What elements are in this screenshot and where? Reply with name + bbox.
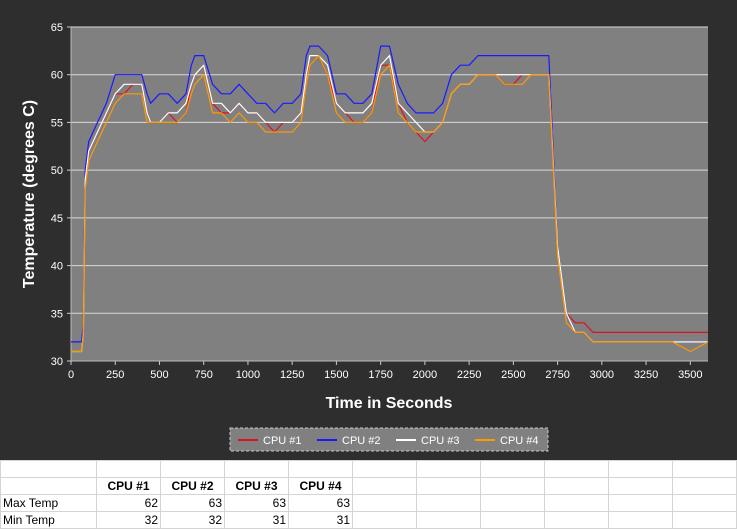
y-axis-label: Temperature (degrees C) (21, 100, 38, 288)
y-tick-label: 55 (51, 117, 63, 129)
x-tick-label: 2000 (413, 369, 437, 381)
x-tick-label: 2250 (457, 369, 481, 381)
min-cpu4[interactable]: 31 (288, 511, 353, 529)
legend-box (229, 427, 549, 452)
legend-entry: CPU #1 (263, 435, 302, 447)
header-cpu2[interactable]: CPU #2 (160, 477, 225, 495)
legend-entry: CPU #4 (500, 435, 539, 447)
x-tick-label: 2750 (545, 369, 569, 381)
x-tick-label: 3500 (678, 369, 702, 381)
series-line-cpu2 (71, 45, 708, 343)
legend-entry: CPU #2 (342, 435, 381, 447)
plot-area (71, 27, 708, 361)
y-tick-label: 30 (51, 356, 63, 368)
max-cpu3[interactable]: 63 (224, 494, 289, 512)
min-cpu2[interactable]: 32 (160, 511, 225, 529)
header-cpu1[interactable]: CPU #1 (96, 477, 161, 495)
y-tick-label: 35 (51, 308, 63, 320)
y-axis-ticks: 30 35 40 45 50 55 60 65 (51, 22, 71, 368)
data-table: CPU #1 CPU #2 CPU #3 CPU #4 Max Temp 62 … (0, 460, 737, 529)
row-label-min[interactable]: Min Temp (0, 511, 97, 529)
gridlines (71, 26, 708, 314)
legend: CPU #1 CPU #2 CPU #3 CPU #4 (229, 427, 549, 452)
y-tick-label: 60 (51, 70, 63, 82)
x-tick-label: 1250 (280, 369, 304, 381)
min-cpu3[interactable]: 31 (224, 511, 289, 529)
x-tick-label: 250 (106, 369, 124, 381)
max-cpu4[interactable]: 63 (288, 494, 353, 512)
series-line-cpu4 (71, 54, 709, 353)
y-tick-label: 50 (51, 165, 63, 177)
x-tick-label: 3250 (634, 369, 658, 381)
x-tick-label: 0 (68, 369, 74, 381)
y-tick-label: 65 (51, 22, 63, 34)
table-row: Min Temp 32 32 31 31 (0, 511, 737, 529)
x-axis-ticks: 0 250 500 750 1000 1250 1500 1750 2000 2250 2500 27… (68, 27, 708, 381)
x-tick-label: 1000 (236, 369, 260, 381)
max-cpu1[interactable]: 62 (96, 494, 161, 512)
x-axis-label: Time in Seconds (326, 395, 453, 412)
y-tick-label: 45 (51, 213, 63, 225)
table-corner-cell[interactable] (0, 477, 97, 495)
max-cpu2[interactable]: 63 (160, 494, 225, 512)
x-tick-label: 2500 (501, 369, 525, 381)
header-cpu4[interactable]: CPU #4 (288, 477, 353, 495)
row-label-max[interactable]: Max Temp (0, 494, 97, 512)
table-blank-row (0, 460, 737, 478)
min-cpu1[interactable]: 32 (96, 511, 161, 529)
x-tick-label: 1500 (324, 369, 348, 381)
x-tick-label: 3000 (590, 369, 614, 381)
table-row: Max Temp 62 63 63 63 (0, 494, 737, 512)
series-lines (71, 45, 709, 353)
table-header-row: CPU #1 CPU #2 CPU #3 CPU #4 (0, 477, 737, 495)
temperature-chart: 30 35 40 45 50 55 60 65 0 250 500 750 1000 1250 1500 1… (21, 22, 709, 452)
header-cpu3[interactable]: CPU #3 (224, 477, 289, 495)
x-tick-label: 500 (150, 369, 168, 381)
x-tick-label: 1750 (368, 369, 392, 381)
x-tick-label: 750 (195, 369, 213, 381)
legend-entry: CPU #3 (421, 435, 460, 447)
y-tick-label: 40 (51, 261, 63, 273)
